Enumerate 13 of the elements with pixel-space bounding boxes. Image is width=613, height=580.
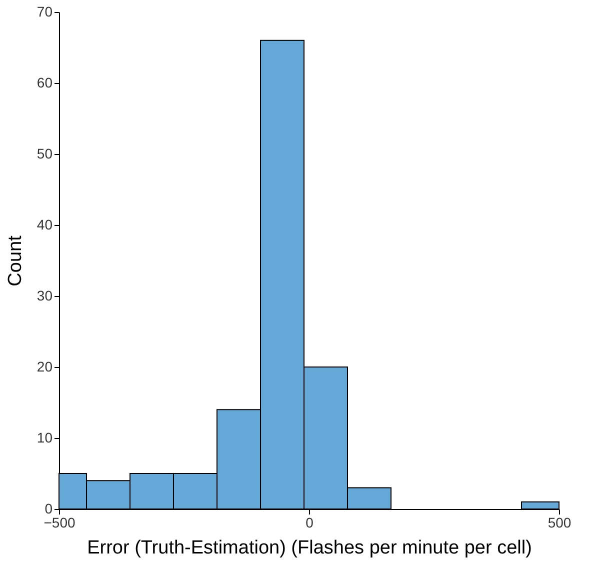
- x-tick-label: 0: [306, 514, 314, 530]
- x-axis-title: Error (Truth-Estimation) (Flashes per minute per cell): [87, 538, 532, 558]
- y-axis-title: Count: [4, 234, 26, 286]
- y-tick-label: 40: [36, 216, 53, 232]
- y-tick-label: 0: [44, 500, 53, 516]
- y-tick-label: 10: [36, 430, 53, 446]
- y-tick-label: 30: [36, 288, 53, 304]
- x-tick-label: 500: [548, 514, 572, 530]
- y-tick-label: 50: [36, 146, 53, 162]
- y-tick-label: 60: [36, 74, 53, 90]
- y-tick-label: 20: [36, 358, 53, 374]
- y-tick-label: 70: [36, 4, 53, 20]
- x-tick-label: −500: [44, 514, 76, 530]
